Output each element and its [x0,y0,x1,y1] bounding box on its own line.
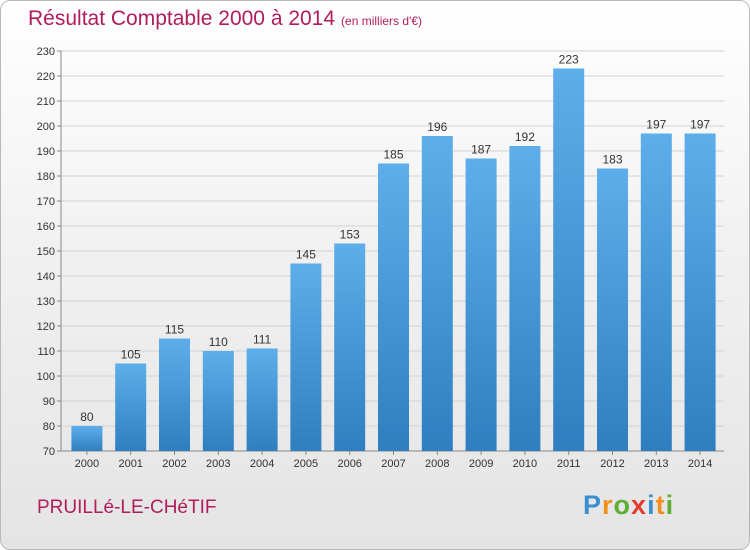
y-tick-label: 130 [37,296,55,308]
data-label: 185 [383,148,403,162]
bar [115,363,147,451]
y-tick-label: 210 [37,96,55,108]
y-tick-label: 230 [37,46,55,58]
bar [597,168,628,451]
y-tick-label: 160 [37,221,55,233]
x-tick-label: 2004 [250,458,274,470]
bar [290,263,322,451]
logo-letter: i [647,490,656,520]
bar [553,68,585,451]
data-label: 145 [296,248,316,262]
x-tick-label: 2008 [425,458,449,470]
y-tick-label: 70 [43,446,55,458]
y-tick-label: 90 [43,396,55,408]
logo-letter: t [655,490,666,520]
y-tick-label: 200 [37,121,55,133]
y-tick-label: 80 [43,421,55,433]
bar [202,351,234,451]
data-label: 80 [80,410,94,424]
data-label: 187 [471,143,491,157]
bar [421,136,453,451]
y-tick-label: 140 [37,271,55,283]
data-label: 223 [559,53,579,67]
data-label: 197 [690,118,710,132]
y-tick-label: 180 [37,171,55,183]
data-label: 153 [340,228,360,242]
y-tick-label: 110 [37,346,55,358]
x-tick-label: 2007 [381,458,405,470]
bar [509,146,541,451]
data-label: 110 [209,335,228,349]
bar [334,243,366,451]
x-tick-label: 2001 [118,458,142,470]
commune-name: PRUILLé-LE-CHéTIF [37,497,217,518]
x-tick-label: 2012 [600,458,624,470]
y-tick-label: 150 [37,246,55,258]
bar [465,158,497,451]
logo-letter: x [631,490,648,520]
x-tick-label: 2000 [75,458,99,470]
logo-letter: r [602,490,614,520]
logo-letter: i [665,490,675,520]
y-tick-label: 170 [37,196,55,208]
y-tick-label: 120 [37,321,55,333]
chart-subtitle: (en milliers d'€) [341,14,423,28]
data-label: 183 [602,153,622,167]
chart-title-text: Résultat Comptable 2000 à 2014 [28,7,336,30]
y-tick-label: 220 [37,71,55,83]
proxiti-logo: Proxiti [583,490,674,521]
data-label: 115 [165,323,184,337]
x-tick-label: 2003 [206,458,230,470]
data-label: 111 [253,333,272,347]
y-tick-label: 100 [37,371,55,383]
x-tick-label: 2002 [162,458,186,470]
bar [640,133,672,451]
x-tick-label: 2011 [557,458,581,470]
x-tick-label: 2006 [337,458,361,470]
x-tick-label: 2009 [469,458,493,470]
bar [378,163,409,451]
bar [159,338,190,451]
logo-letter: P [583,490,603,520]
chart-title: Résultat Comptable 2000 à 2014 (en millie… [28,7,422,31]
x-tick-label: 2013 [644,458,668,470]
data-label: 197 [646,118,666,132]
data-label: 105 [121,348,141,362]
data-label: 196 [427,120,447,134]
bar [71,426,103,451]
logo-letter: o [613,490,632,520]
x-tick-label: 2014 [688,458,712,470]
x-tick-label: 2005 [294,458,318,470]
x-tick-label: 2010 [513,458,537,470]
bar [684,133,716,451]
y-tick-label: 190 [37,146,55,158]
data-label: 192 [515,130,535,144]
bar [246,348,278,451]
